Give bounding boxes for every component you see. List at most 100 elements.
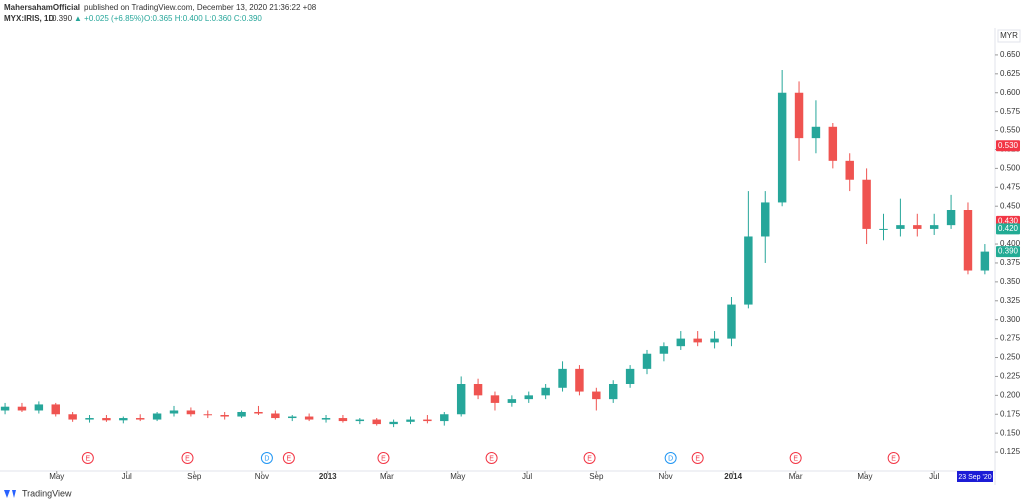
x-tick-label: 2014	[724, 472, 742, 481]
price-label-box	[996, 223, 1020, 235]
candle-body	[642, 353, 652, 369]
y-tick-label: 0.300	[1000, 315, 1021, 324]
candle-body	[355, 419, 365, 422]
ohlc: O:0.365 H:0.400 L:0.360 C:0.390	[144, 14, 262, 23]
x-tick-label: Sep	[589, 472, 604, 481]
x-tick-label: May	[49, 472, 64, 481]
y-tick-label: 0.625	[1000, 69, 1021, 78]
y-tick-label: 0.650	[1000, 50, 1021, 59]
y-tick-label: 0.175	[1000, 409, 1021, 418]
y-tick-label: 0.275	[1000, 334, 1021, 343]
candle-body	[203, 414, 213, 416]
event-marker	[282, 452, 295, 464]
x-tick-label: Jul	[122, 472, 132, 481]
price-label: 0.420	[998, 224, 1019, 233]
y-tick-label: 0.200	[1000, 390, 1021, 399]
event-marker	[691, 452, 704, 464]
event-label: E	[185, 455, 190, 462]
y-tick-label: 0.350	[1000, 277, 1021, 286]
event-marker	[789, 452, 802, 464]
candle-body	[220, 415, 229, 417]
candle-body	[625, 368, 635, 384]
price-label: 0.390	[998, 247, 1019, 256]
candle-body	[102, 418, 111, 421]
cursor-label-box	[957, 471, 993, 482]
x-tick-label: Nov	[658, 472, 672, 481]
candle-body	[254, 411, 263, 414]
candle-body	[85, 418, 94, 420]
x-tick-label: Sep	[187, 472, 202, 481]
candle-body	[862, 179, 871, 229]
candle-body	[135, 418, 145, 420]
footer	[0, 486, 1024, 503]
candle-body	[17, 406, 27, 411]
candle-body	[929, 225, 939, 229]
y-tick-label: 0.550	[1000, 126, 1021, 135]
candle-body	[169, 410, 179, 414]
candle-body	[423, 419, 432, 422]
brand: TradingView	[22, 488, 72, 498]
event-label: D	[264, 455, 269, 462]
candle-body	[0, 406, 10, 411]
y-tick-label: 0.450	[1000, 201, 1021, 210]
candle-body	[237, 411, 246, 417]
candle-body	[288, 416, 297, 419]
currency-box	[997, 29, 1021, 43]
publisher: MahersahamOfficial	[4, 3, 80, 12]
candle-body	[744, 236, 753, 305]
candle-body	[321, 418, 331, 420]
y-tick-label: 0.375	[1000, 258, 1021, 267]
candle-body	[592, 391, 601, 400]
candle-body	[68, 414, 77, 420]
y-tick-label: 0.325	[1000, 296, 1021, 305]
x-tick-label: May	[450, 472, 465, 481]
y-tick-label: 0.475	[1000, 182, 1021, 191]
candle-body	[152, 413, 162, 420]
x-tick-label: Jul	[929, 472, 939, 481]
event-label: E	[793, 455, 798, 462]
y-tick-label: 0.225	[1000, 372, 1021, 381]
candle-body	[456, 384, 466, 415]
event-marker	[377, 452, 390, 464]
y-tick-label: 0.575	[1000, 107, 1021, 116]
x-tick-label: 2013	[319, 472, 337, 481]
candle-body	[34, 404, 44, 411]
candle-body	[507, 399, 517, 403]
event-label: E	[287, 455, 292, 462]
candle-body	[558, 368, 567, 388]
candle-body	[777, 92, 787, 203]
event-marker	[887, 452, 900, 464]
x-tick-label: May	[857, 472, 872, 481]
price-label-box	[996, 246, 1020, 258]
candle-body	[727, 304, 736, 339]
event-marker	[260, 452, 273, 464]
y-tick-label: 0.600	[1000, 88, 1021, 97]
candle-body	[389, 421, 398, 425]
candle-body	[51, 404, 60, 415]
candle-body	[879, 228, 888, 230]
candle-body	[372, 419, 381, 425]
candle-body	[710, 338, 719, 343]
candle-body	[608, 384, 618, 400]
cursor-label: 23 Sep '20	[958, 474, 991, 481]
candle-body	[896, 225, 905, 229]
event-label: E	[86, 455, 91, 462]
event-marker	[583, 452, 596, 464]
candle-body	[490, 395, 500, 403]
x-tick-label: Nov	[255, 472, 269, 481]
last-price: 0.390	[52, 14, 73, 23]
candle-body	[440, 414, 449, 422]
candle-body	[761, 202, 770, 237]
event-label: E	[489, 455, 494, 462]
event-label: E	[381, 455, 386, 462]
event-label: E	[891, 455, 896, 462]
event-marker	[81, 452, 94, 464]
y-tick-label: 0.125	[1000, 447, 1021, 456]
price-label: 0.430	[998, 216, 1019, 225]
y-tick-label: 0.400	[1000, 239, 1021, 248]
change: ▲ +0.025 (+6.85%)	[74, 14, 144, 23]
candle-body	[693, 338, 702, 343]
y-tick-label: 0.250	[1000, 353, 1021, 362]
